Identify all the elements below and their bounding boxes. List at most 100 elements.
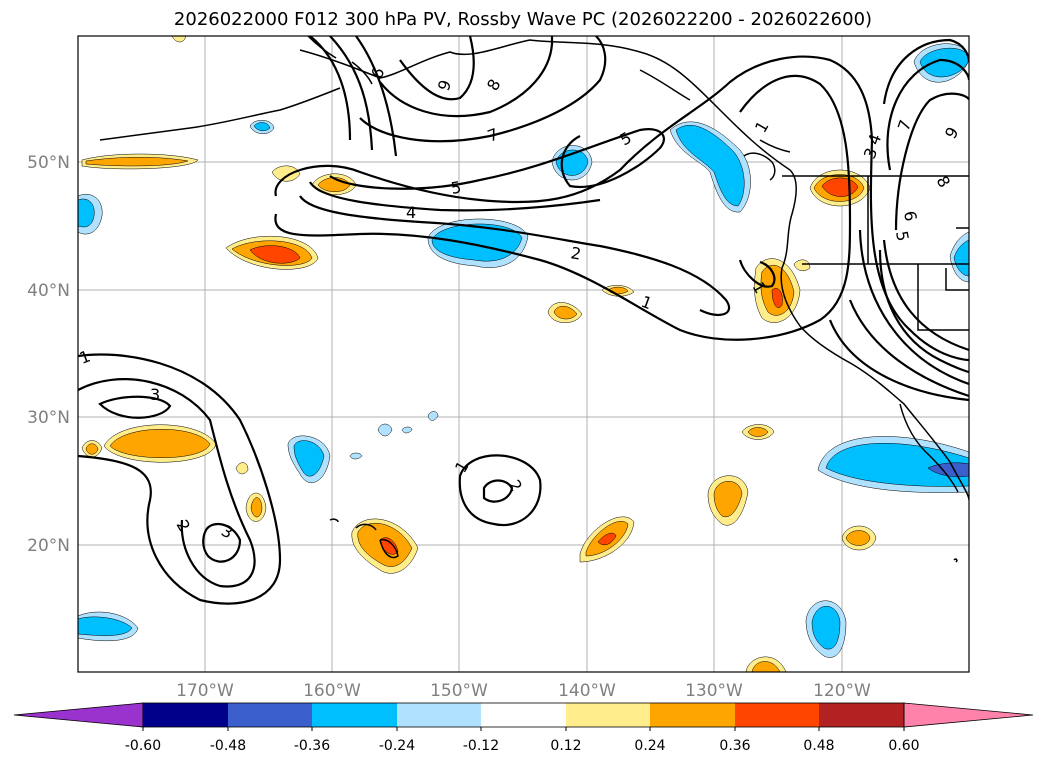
lon-label: 170°W [176,681,234,701]
contour-label: 2 [569,243,582,263]
colorbar-tick-label: -0.12 [463,738,499,754]
anomaly-fill [713,481,743,518]
coastline-hawaii [329,518,399,559]
contour-mid-2 [482,479,514,503]
figure-title: 2026022000 F012 300 hPa PV, Rossby Wave … [174,9,872,30]
colorbar-tick-label: 0.48 [803,738,834,754]
contour-east-1 [882,38,969,105]
colorbar: -0.60 -0.48 -0.36 -0.24 -0.12 0.12 0.24 … [13,702,1034,754]
lon-label: 130°W [685,681,743,701]
anomaly-fill [597,532,617,546]
pv-contours [78,36,969,605]
contour-east-6 [858,229,969,386]
lat-label: 30°N [27,408,70,428]
anomaly-fill [253,122,271,131]
contour-stack-2 [329,36,374,151]
lat-label: 20°N [27,536,70,556]
contour-east-7 [848,299,969,398]
colorbar-tick-label: -0.24 [379,738,415,754]
anomaly-fill [919,47,969,78]
anomaly-fill [235,462,249,475]
contour-8 [379,36,554,118]
contour-7 [359,36,607,143]
anomaly-fill [109,429,211,458]
map-frame [77,35,970,673]
anomaly-fill [85,443,99,455]
colorbar-swatch [735,703,819,727]
colorbar-swatch [566,703,650,727]
coastline-baja [899,403,959,493]
anomaly-fill [793,259,811,272]
colorbar-tick-label: 0.60 [888,738,919,754]
border-state-line [945,227,969,291]
colorbar-swatch [228,703,312,727]
lat-label: 50°N [27,153,70,173]
anomaly-fill [271,165,301,182]
contour-stack-1 [309,36,352,141]
anomaly-fill [553,306,578,320]
latitude-labels: 50°N 40°N 30°N 20°N [27,153,70,556]
pc-anomaly-fills [78,36,969,672]
political-borders [782,175,969,331]
lon-label: 140°W [558,681,616,701]
contour-outer-2 [274,74,852,341]
contour-east-4 [878,249,969,374]
colorbar-tick-label: -0.60 [125,738,161,754]
lon-label: 120°W [813,681,871,701]
colorbar-frame [142,702,905,728]
contour-stack-3 [355,36,398,157]
anomaly-fill [293,440,325,477]
colorbar-swatch [819,703,904,727]
anomaly-fill [401,426,413,434]
contour-label: 5 [449,177,462,197]
contour-sw-1 [78,353,282,605]
contour-outer-1 [274,55,969,362]
anomaly-fill [78,616,133,636]
contour-nw-1 [738,259,776,288]
lon-label: 160°W [303,681,361,701]
colorbar-tick-label: 0.24 [634,738,665,754]
contour-label: 5 [892,229,912,242]
colorbar-swatch [397,703,481,727]
contour-label: 3 [150,385,160,404]
longitude-labels: 170°W 160°W 150°W 140°W 130°W 120°W [176,681,871,701]
colorbar-swatch [312,703,397,727]
contour-4 [309,181,601,212]
contour-label: 6 [900,209,920,222]
contour-9 [399,36,475,101]
colorbar-tick-label: 0.36 [719,738,750,754]
coastline-alaska [299,39,969,501]
colorbar-extend-high [903,702,1034,728]
contour-east-3 [894,92,969,231]
anomaly-fill [250,497,263,518]
contour-label: 4 [406,203,416,222]
contour-mid-1 [458,454,542,527]
anomaly-fill [377,423,393,437]
anomaly-fill [349,452,363,460]
lon-label: 150°W [430,681,488,701]
colorbar-ticks [142,727,905,731]
anomaly-fill [675,125,745,207]
contour-sw-4 [202,522,242,563]
lat-label: 40°N [27,281,70,301]
anomaly-fill [747,427,769,437]
contour-east-8 [828,319,969,402]
coastline-vancouver [743,152,776,181]
contour-sw-3 [98,395,172,419]
anomaly-fill [771,288,783,308]
colorbar-swatch [481,703,566,727]
border-state-line [917,264,969,331]
colorbar-tick-label: 0.12 [550,738,581,754]
colorbar-tick-label: -0.48 [210,738,246,754]
colorbar-swatch [143,703,228,727]
colorbar-swatch [650,703,735,727]
contour-east-5 [882,239,969,352]
contour-sw-2 [78,378,256,588]
colorbar-extend-low [13,702,144,728]
coastline-aleutians [99,87,341,141]
anomaly-fill [427,411,439,421]
anomaly-fill [249,245,301,264]
contour-inner-2 [299,195,731,317]
contour-5 [329,128,665,190]
